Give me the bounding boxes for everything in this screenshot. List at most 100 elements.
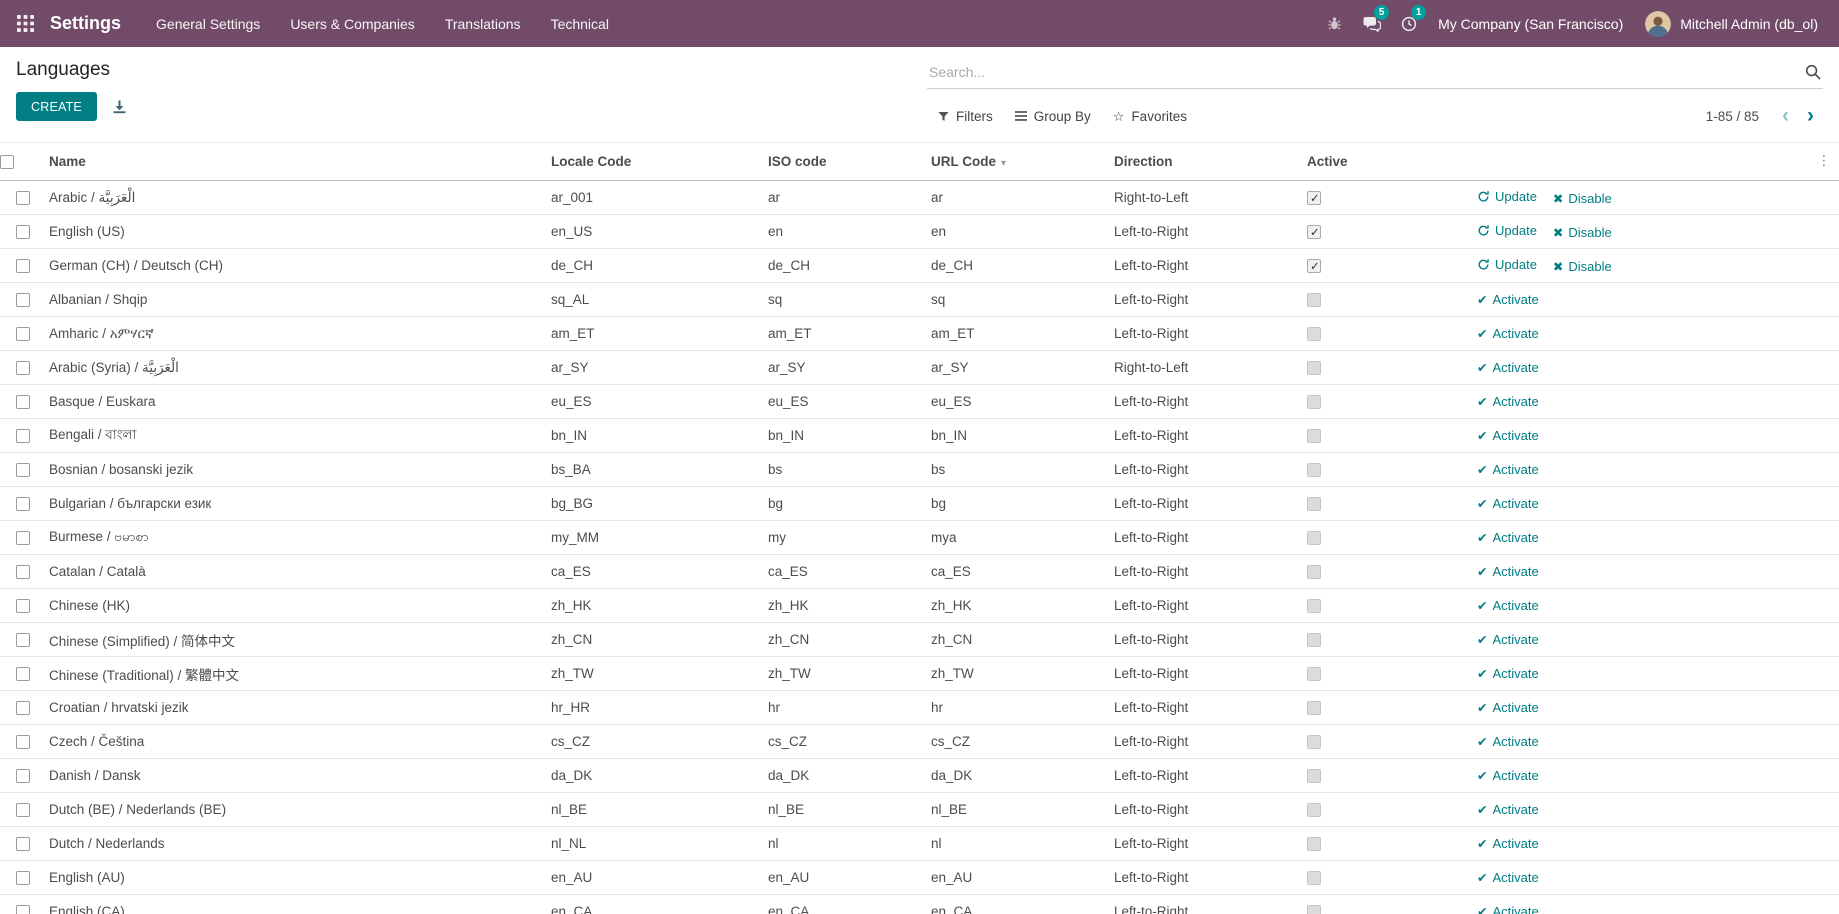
company-switcher[interactable]: My Company (San Francisco) xyxy=(1427,0,1634,47)
row-checkbox[interactable] xyxy=(15,837,30,852)
activate-button[interactable]: ✔ Activate xyxy=(1477,462,1539,478)
row-checkbox[interactable] xyxy=(15,429,30,444)
activate-button[interactable]: ✔ Activate xyxy=(1477,326,1539,342)
menu-general-settings[interactable]: General Settings xyxy=(141,0,275,47)
table-row[interactable]: Arabic / الْعَرَبِيَّة ar_001 ar ar Righ… xyxy=(0,180,1839,215)
debug-button[interactable] xyxy=(1316,0,1353,47)
select-all-checkbox[interactable] xyxy=(0,155,14,170)
row-checkbox[interactable] xyxy=(15,871,30,886)
table-row[interactable]: Basque / Euskara eu_ES eu_ES eu_ES Left-… xyxy=(0,384,1839,419)
menu-technical[interactable]: Technical xyxy=(536,0,624,47)
create-button[interactable]: CREATE xyxy=(16,92,97,121)
column-header-url-code[interactable]: URL Code ▾ xyxy=(927,142,1110,181)
table-row[interactable]: German (CH) / Deutsch (CH) de_CH de_CH d… xyxy=(0,248,1839,283)
table-row[interactable]: Bengali / বাংলা bn_IN bn_IN bn_IN Left-t… xyxy=(0,418,1839,453)
table-row[interactable]: Arabic (Syria) / الْعَرَبِيَّة ar_SY ar_… xyxy=(0,350,1839,385)
table-row[interactable]: Albanian / Shqip sq_AL sq sq Left-to-Rig… xyxy=(0,282,1839,317)
activate-button[interactable]: ✔ Activate xyxy=(1477,530,1539,546)
table-row[interactable]: English (CA) en_CA en_CA en_CA Left-to-R… xyxy=(0,894,1839,914)
activate-button[interactable]: ✔ Activate xyxy=(1477,802,1539,818)
activate-button[interactable]: ✔ Activate xyxy=(1477,904,1539,914)
table-row[interactable]: English (US) en_US en en Left-to-Right U… xyxy=(0,214,1839,249)
table-row[interactable]: Danish / Dansk da_DK da_DK da_DK Left-to… xyxy=(0,758,1839,793)
row-checkbox[interactable] xyxy=(15,633,30,648)
update-button[interactable]: Update xyxy=(1477,257,1537,272)
row-checkbox[interactable] xyxy=(15,361,30,376)
table-row[interactable]: Dutch / Nederlands nl_NL nl nl Left-to-R… xyxy=(0,826,1839,861)
row-checkbox[interactable] xyxy=(15,463,30,478)
apps-menu-button[interactable] xyxy=(8,0,42,47)
activate-button[interactable]: ✔ Activate xyxy=(1477,666,1539,682)
activate-button[interactable]: ✔ Activate xyxy=(1477,632,1539,648)
update-button[interactable]: Update xyxy=(1477,223,1537,238)
table-row[interactable]: Croatian / hrvatski jezik hr_HR hr hr Le… xyxy=(0,690,1839,725)
table-row[interactable]: Chinese (HK) zh_HK zh_HK zh_HK Left-to-R… xyxy=(0,588,1839,623)
table-row[interactable]: Amharic / አምሃርኛ am_ET am_ET am_ET Left-t… xyxy=(0,316,1839,351)
column-header-name[interactable]: Name xyxy=(45,142,547,181)
export-button[interactable] xyxy=(110,97,129,117)
user-menu[interactable]: Mitchell Admin (db_ol) xyxy=(1634,0,1829,47)
row-checkbox[interactable] xyxy=(15,531,30,546)
favorites-button[interactable]: ☆ Favorites xyxy=(1102,105,1198,128)
disable-button[interactable]: ✖ Disable xyxy=(1552,259,1612,275)
column-header-active[interactable]: Active xyxy=(1303,142,1477,181)
activities-badge: 1 xyxy=(1411,5,1427,20)
table-row[interactable]: Dutch (BE) / Nederlands (BE) nl_BE nl_BE… xyxy=(0,792,1839,827)
menu-users-companies[interactable]: Users & Companies xyxy=(275,0,430,47)
activate-button[interactable]: ✔ Activate xyxy=(1477,394,1539,410)
row-checkbox[interactable] xyxy=(15,701,30,716)
table-row[interactable]: Bulgarian / български език bg_BG bg bg L… xyxy=(0,486,1839,521)
optional-columns-toggle[interactable]: ⋮ xyxy=(1813,152,1835,169)
table-row[interactable]: English (AU) en_AU en_AU en_AU Left-to-R… xyxy=(0,860,1839,895)
table-row[interactable]: Bosnian / bosanski jezik bs_BA bs bs Lef… xyxy=(0,452,1839,487)
disable-button[interactable]: ✖ Disable xyxy=(1552,225,1612,241)
row-checkbox[interactable] xyxy=(15,769,30,784)
activate-button[interactable]: ✔ Activate xyxy=(1477,734,1539,750)
row-checkbox[interactable] xyxy=(15,565,30,580)
app-name[interactable]: Settings xyxy=(50,13,122,33)
messages-button[interactable]: 5 xyxy=(1353,0,1390,47)
row-checkbox[interactable] xyxy=(15,293,30,308)
menu-translations[interactable]: Translations xyxy=(430,0,536,47)
activate-button[interactable]: ✔ Activate xyxy=(1477,700,1539,716)
activities-button[interactable]: 1 xyxy=(1390,0,1427,47)
table-row[interactable]: Chinese (Traditional) / 繁體中文 zh_TW zh_TW… xyxy=(0,656,1839,691)
direction: Left-to-Right xyxy=(1110,758,1303,793)
table-row[interactable]: Catalan / Català ca_ES ca_ES ca_ES Left-… xyxy=(0,554,1839,589)
activate-button[interactable]: ✔ Activate xyxy=(1477,360,1539,376)
column-header-locale-code[interactable]: Locale Code xyxy=(547,142,764,181)
refresh-icon xyxy=(1478,190,1489,202)
activate-button[interactable]: ✔ Activate xyxy=(1477,428,1539,444)
row-checkbox[interactable] xyxy=(15,327,30,342)
activate-button[interactable]: ✔ Activate xyxy=(1477,564,1539,580)
activate-button[interactable]: ✔ Activate xyxy=(1477,870,1539,886)
activate-button[interactable]: ✔ Activate xyxy=(1477,598,1539,614)
row-checkbox[interactable] xyxy=(15,225,30,240)
row-checkbox[interactable] xyxy=(15,497,30,512)
group-by-button[interactable]: Group By xyxy=(1004,105,1102,128)
activate-button[interactable]: ✔ Activate xyxy=(1477,836,1539,852)
disable-button[interactable]: ✖ Disable xyxy=(1552,191,1612,207)
activate-button[interactable]: ✔ Activate xyxy=(1477,496,1539,512)
pager-next-button[interactable]: › xyxy=(1798,105,1823,126)
activate-button[interactable]: ✔ Activate xyxy=(1477,768,1539,784)
search-button[interactable] xyxy=(1803,64,1823,84)
row-checkbox[interactable] xyxy=(15,667,30,682)
table-row[interactable]: Chinese (Simplified) / 简体中文 zh_CN zh_CN … xyxy=(0,622,1839,657)
update-button[interactable]: Update xyxy=(1477,189,1537,204)
column-header-iso-code[interactable]: ISO code xyxy=(764,142,927,181)
row-checkbox[interactable] xyxy=(15,735,30,750)
column-header-direction[interactable]: Direction xyxy=(1110,142,1303,181)
pager-previous-button[interactable]: ‹ xyxy=(1773,105,1798,126)
row-checkbox[interactable] xyxy=(15,259,30,274)
row-checkbox[interactable] xyxy=(15,905,30,914)
row-checkbox[interactable] xyxy=(15,395,30,410)
row-checkbox[interactable] xyxy=(15,803,30,818)
filters-button[interactable]: Filters xyxy=(927,105,1004,128)
search-input[interactable] xyxy=(927,63,1803,84)
table-row[interactable]: Czech / Čeština cs_CZ cs_CZ cs_CZ Left-t… xyxy=(0,724,1839,759)
table-row[interactable]: Burmese / ဗမာစာ my_MM my mya Left-to-Rig… xyxy=(0,520,1839,555)
activate-button[interactable]: ✔ Activate xyxy=(1477,292,1539,308)
row-checkbox[interactable] xyxy=(15,599,30,614)
row-checkbox[interactable] xyxy=(15,191,30,206)
